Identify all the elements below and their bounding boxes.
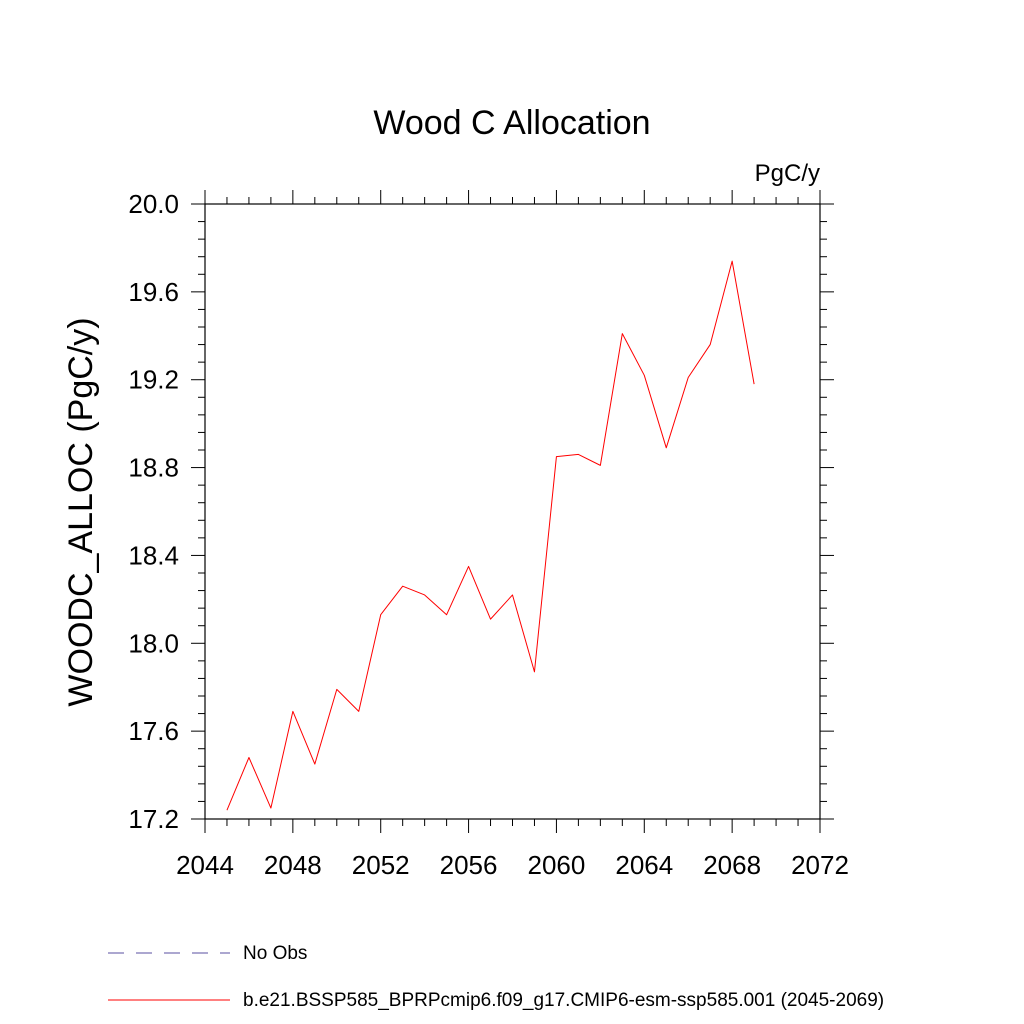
y-tick-label: 18.4: [128, 540, 179, 570]
y-tick-label: 17.2: [128, 804, 179, 834]
x-tick-label: 2052: [352, 850, 410, 880]
y-tick-label: 19.2: [128, 365, 179, 395]
y-tick-label: 18.0: [128, 628, 179, 658]
x-axis: 2044 2048 2052 2056 2060 2064 2068 2072: [176, 190, 849, 880]
chart-title: Wood C Allocation: [373, 104, 650, 142]
y-axis-label: WOODC_ALLOC (PgC/y): [62, 317, 100, 706]
y-tick-label: 17.6: [128, 716, 179, 746]
x-tick-label: 2068: [703, 850, 761, 880]
legend: No Obs b.e21.BSSP585_BPRPcmip6.f09_g17.C…: [108, 943, 884, 1011]
series-line: [226, 260, 755, 811]
series-layer: [226, 260, 755, 811]
legend-label-series: b.e21.BSSP585_BPRPcmip6.f09_g17.CMIP6-es…: [243, 990, 884, 1011]
legend-item-no-obs: No Obs: [108, 943, 307, 964]
x-tick-label: 2060: [528, 850, 586, 880]
units-label: PgC/y: [755, 160, 820, 187]
y-axis: 17.2 17.6 18.0 18.4 18.8 19.2 19.6 20.0: [128, 189, 834, 834]
legend-item-series: b.e21.BSSP585_BPRPcmip6.f09_g17.CMIP6-es…: [108, 990, 884, 1011]
x-tick-label: 2044: [176, 850, 234, 880]
x-tick-label: 2056: [440, 850, 498, 880]
x-tick-label: 2072: [791, 850, 849, 880]
y-tick-label: 19.6: [128, 277, 179, 307]
legend-label-no-obs: No Obs: [243, 943, 307, 964]
x-tick-label: 2048: [264, 850, 322, 880]
y-tick-label: 20.0: [128, 189, 179, 219]
plot-frame: [204, 203, 821, 820]
y-tick-label: 18.8: [128, 453, 179, 483]
x-tick-label: 2064: [615, 850, 673, 880]
